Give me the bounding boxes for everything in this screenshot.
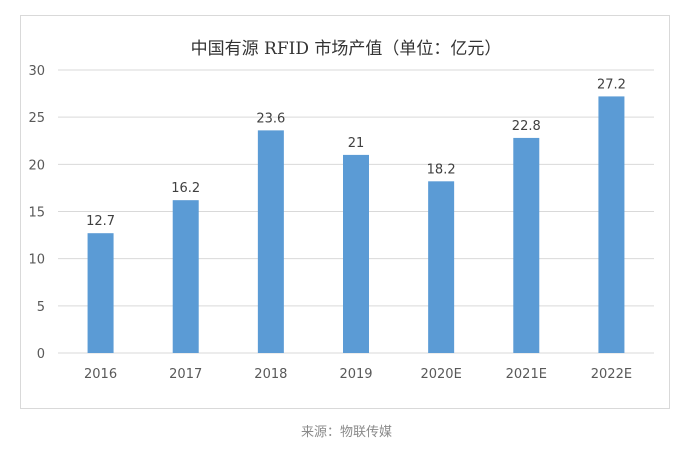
x-tick-label: 2019 — [339, 367, 372, 382]
chart-frame: 中国有源 RFID 市场产值（单位：亿元） 0 5 10 15 20 25 30 12.7 2… — [20, 15, 670, 409]
bar — [257, 130, 284, 353]
y-tick-label: 20 — [28, 158, 45, 173]
bar — [172, 200, 199, 353]
bar — [343, 154, 369, 353]
x-tick-label: 2022E — [591, 367, 632, 382]
y-tick-label: 0 — [37, 347, 45, 362]
bar — [598, 96, 625, 353]
bar-chart: 中国有源 RFID 市场产值（单位：亿元） 0 5 10 15 20 25 30 12.7 2… — [28, 39, 654, 382]
data-label: 21 — [348, 136, 365, 151]
x-tick-label: 2017 — [169, 367, 202, 382]
chart-title: 中国有源 RFID 市场产值（单位：亿元） — [191, 39, 502, 59]
data-label: 27.2 — [597, 77, 626, 92]
data-label: 16.2 — [171, 181, 200, 196]
data-label: 18.2 — [427, 162, 456, 177]
data-label: 22.8 — [512, 119, 541, 134]
x-tick-label: 2018 — [254, 367, 287, 382]
y-tick-label: 30 — [28, 64, 45, 79]
y-tick-label: 15 — [28, 206, 45, 221]
y-tick-label: 5 — [37, 300, 45, 315]
x-tick-label: 2020E — [420, 367, 461, 382]
data-label: 23.6 — [256, 111, 285, 126]
bar — [428, 181, 455, 353]
data-label: 12.7 — [86, 214, 115, 229]
x-tick-label: 2016 — [84, 367, 117, 382]
bar — [87, 233, 114, 353]
labels: 12.7 2016 16.2 2017 23.6 2018 21 2019 18.2 2020E 2… — [84, 77, 632, 382]
y-tick-label: 10 — [28, 253, 45, 268]
y-tick-label: 25 — [28, 111, 45, 126]
bars — [87, 96, 625, 353]
source-note: 来源：物联传媒 — [300, 425, 392, 440]
x-tick-label: 2021E — [506, 367, 547, 382]
bar — [513, 137, 540, 353]
grid-and-y-axis: 0 5 10 15 20 25 30 — [28, 64, 654, 362]
